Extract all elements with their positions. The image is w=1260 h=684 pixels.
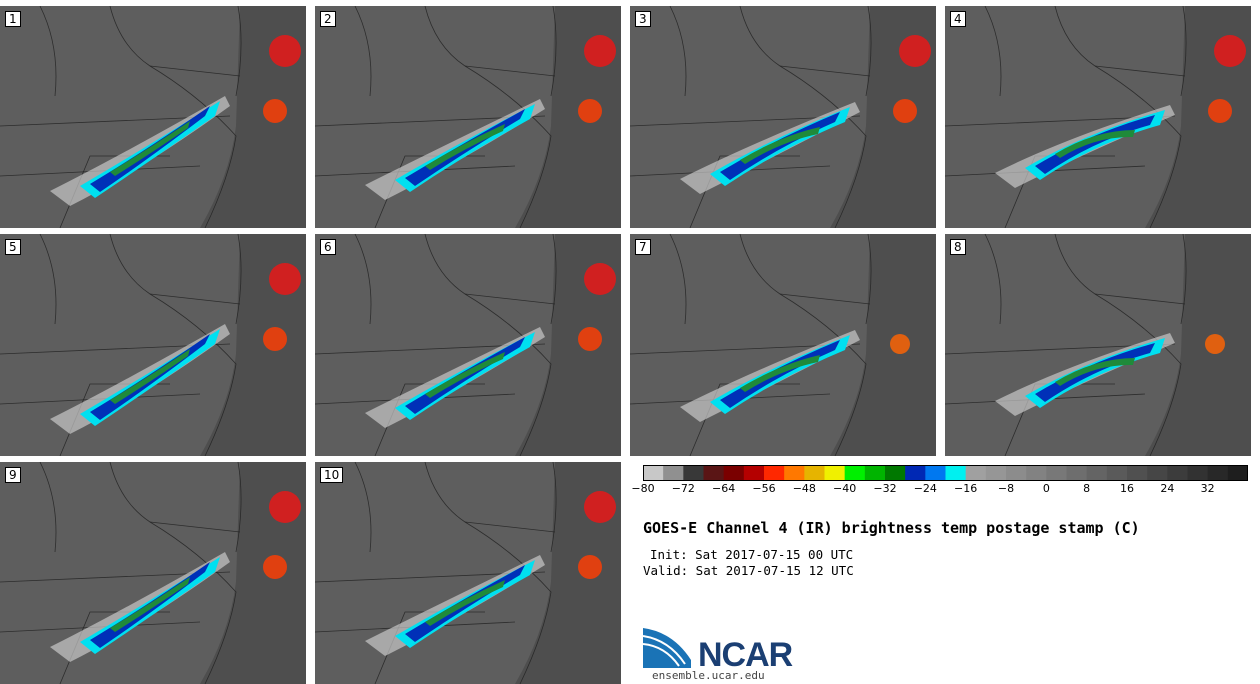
panel-number-label: 8 xyxy=(950,239,966,255)
colorbar-tick-label: −8 xyxy=(997,482,1015,495)
colorbar-segment xyxy=(643,465,664,481)
ncar-logo-text: NCAR xyxy=(698,636,793,674)
colorbar-tick-label: −40 xyxy=(833,482,857,495)
colorbar-segment xyxy=(885,465,906,481)
colorbar-segment xyxy=(1046,465,1067,481)
ensemble-url: ensemble.ucar.edu xyxy=(652,669,765,682)
colorbar-segment xyxy=(1106,465,1128,481)
colorbar-segment xyxy=(804,465,825,481)
colorbar-segment xyxy=(925,465,946,481)
colorbar-segment xyxy=(703,465,725,481)
panel-number-label: 4 xyxy=(950,11,966,27)
colorbar-segment xyxy=(784,465,805,481)
temperature-colorbar xyxy=(643,465,1248,481)
satellite-map-image xyxy=(0,234,306,456)
colorbar-segment xyxy=(683,465,704,481)
colorbar-segment xyxy=(1167,465,1188,481)
colorbar-segment xyxy=(905,465,926,481)
satellite-panel: 6 xyxy=(315,234,621,456)
colorbar-segment xyxy=(824,465,846,481)
colorbar-tick-label: −24 xyxy=(913,482,937,495)
colorbar-segment xyxy=(1127,465,1148,481)
colorbar-segment xyxy=(1066,465,1088,481)
colorbar-segment xyxy=(1086,465,1108,481)
panel-number-label: 2 xyxy=(320,11,336,27)
satellite-map-image xyxy=(0,462,306,684)
satellite-map-image xyxy=(630,234,936,456)
colorbar-tick-label: −56 xyxy=(752,482,776,495)
init-time: Init: Sat 2017-07-15 00 UTC xyxy=(650,547,854,562)
satellite-panel: 10 xyxy=(315,462,621,684)
colorbar-segment xyxy=(1006,465,1027,481)
panel-number-label: 1 xyxy=(5,11,21,27)
panel-number-label: 7 xyxy=(635,239,651,255)
ncar-logo-icon xyxy=(643,628,691,668)
colorbar-segment xyxy=(965,465,987,481)
colorbar-tick-label: 24 xyxy=(1160,482,1175,495)
colorbar-tick-label: −32 xyxy=(873,482,897,495)
colorbar-segment xyxy=(985,465,1007,481)
satellite-map-image xyxy=(0,6,306,228)
colorbar-segment xyxy=(1207,465,1229,481)
panel-number-label: 9 xyxy=(5,467,21,483)
colorbar-tick-label: 32 xyxy=(1200,482,1215,495)
colorbar-segment xyxy=(844,465,866,481)
panel-number-label: 6 xyxy=(320,239,336,255)
satellite-panel: 7 xyxy=(630,234,936,456)
satellite-panel: 2 xyxy=(315,6,621,228)
satellite-panel: 3 xyxy=(630,6,936,228)
satellite-map-image xyxy=(945,234,1251,456)
satellite-map-image xyxy=(945,6,1251,228)
colorbar-segment xyxy=(723,465,745,481)
satellite-panel: 5 xyxy=(0,234,306,456)
colorbar-segment xyxy=(1026,465,1047,481)
figure-title: GOES-E Channel 4 (IR) brightness temp po… xyxy=(643,519,1140,537)
satellite-map-image xyxy=(315,234,621,456)
satellite-map-image xyxy=(315,462,621,684)
colorbar-segment xyxy=(1187,465,1209,481)
colorbar-tick-label: 8 xyxy=(1083,482,1091,495)
colorbar-tick-label: 0 xyxy=(1042,482,1050,495)
colorbar-tick-label: −16 xyxy=(954,482,978,495)
colorbar-segment xyxy=(864,465,886,481)
colorbar-tick-label: −72 xyxy=(671,482,695,495)
colorbar-tick-label: −48 xyxy=(792,482,816,495)
panel-number-label: 10 xyxy=(320,467,344,483)
colorbar-segment xyxy=(945,465,967,481)
colorbar-tick-label: −64 xyxy=(712,482,736,495)
satellite-panel: 9 xyxy=(0,462,306,684)
colorbar-tick-label: 16 xyxy=(1120,482,1134,495)
colorbar-tick-label: −80 xyxy=(631,482,655,495)
satellite-map-image xyxy=(630,6,936,228)
colorbar-segment xyxy=(663,465,684,481)
satellite-panel: 1 xyxy=(0,6,306,228)
colorbar-segment xyxy=(1147,465,1168,481)
satellite-map-image xyxy=(315,6,621,228)
valid-time: Valid: Sat 2017-07-15 12 UTC xyxy=(643,563,854,578)
satellite-panel: 8 xyxy=(945,234,1251,456)
colorbar-segment xyxy=(743,465,765,481)
panel-number-label: 5 xyxy=(5,239,21,255)
satellite-panel: 4 xyxy=(945,6,1251,228)
colorbar-segment xyxy=(1227,465,1248,481)
colorbar-segment xyxy=(764,465,785,481)
panel-number-label: 3 xyxy=(635,11,651,27)
